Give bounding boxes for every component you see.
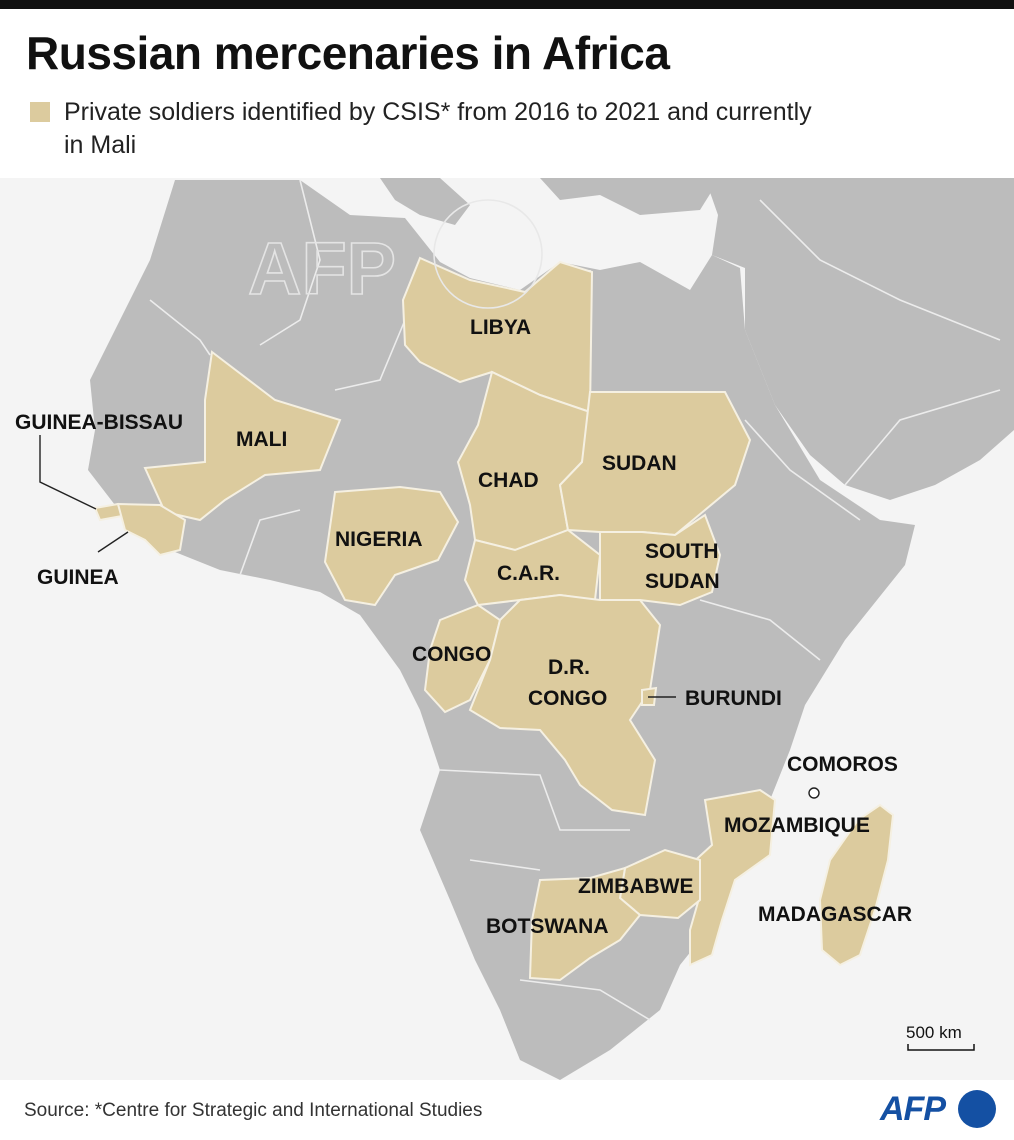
afp-logo: AFP [880, 1088, 998, 1132]
source-note: Source: *Centre for Strategic and Intern… [24, 1100, 483, 1121]
label-botswana: BOTSWANA [486, 915, 609, 938]
map-title: Russian mercenaries in Africa [26, 27, 670, 79]
label-south-sudan-line2: SUDAN [645, 570, 720, 593]
country-congo [423, 603, 502, 714]
top-rule [0, 0, 1014, 9]
label-sudan: SUDAN [602, 452, 677, 475]
label-chad: CHAD [478, 469, 539, 492]
label-madagascar: MADAGASCAR [758, 903, 912, 926]
label-libya: LIBYA [470, 316, 531, 339]
legend-swatch [30, 102, 50, 122]
guinea-leader [97, 531, 129, 553]
country-madagascar [818, 803, 895, 967]
label-congo: CONGO [412, 643, 491, 666]
country-guinea [116, 502, 187, 557]
label-car: C.A.R. [497, 562, 560, 585]
scale-bar: 500 km [906, 1023, 975, 1051]
label-drc-line1: D.R. [548, 656, 590, 679]
label-guinea-bissau: GUINEA-BISSAU [15, 411, 183, 434]
scale-bar-label: 500 km [906, 1023, 962, 1042]
scale-bar-line [907, 1044, 975, 1051]
country-nigeria [323, 485, 460, 607]
gray-borders [149, 179, 1001, 1021]
label-comoros: COMOROS [787, 753, 898, 776]
afp-logo-text: AFP [880, 1090, 946, 1128]
leader-lines [39, 435, 820, 799]
label-nigeria: NIGERIA [335, 528, 423, 551]
country-drc [468, 593, 662, 817]
label-mozambique: MOZAMBIQUE [724, 814, 870, 837]
label-drc-line2: CONGO [528, 687, 607, 710]
africa-map: AFP LIBYA MALI GUINEA-BISSAU GUINEA NIGE… [0, 178, 1014, 1080]
highlighted-countries [93, 256, 895, 982]
label-burundi: BURUNDI [685, 687, 782, 710]
label-mali: MALI [236, 428, 287, 451]
comoros-marker [808, 787, 820, 799]
label-guinea: GUINEA [37, 566, 119, 589]
arabia-land [705, 178, 1014, 500]
label-zimbabwe: ZIMBABWE [578, 875, 693, 898]
guinea-bissau-leader [39, 435, 97, 510]
afp-logo-circle [958, 1090, 996, 1128]
europe-land [380, 178, 720, 225]
label-south-sudan-line1: SOUTH [645, 540, 719, 563]
country-botswana [528, 866, 642, 982]
legend-text: Private soldiers identified by CSIS* fro… [64, 98, 812, 159]
watermark: AFP [248, 227, 396, 310]
country-labels: LIBYA MALI GUINEA-BISSAU GUINEA NIGERIA … [15, 316, 912, 938]
watermark-circle [433, 199, 543, 309]
country-mali [143, 350, 342, 522]
